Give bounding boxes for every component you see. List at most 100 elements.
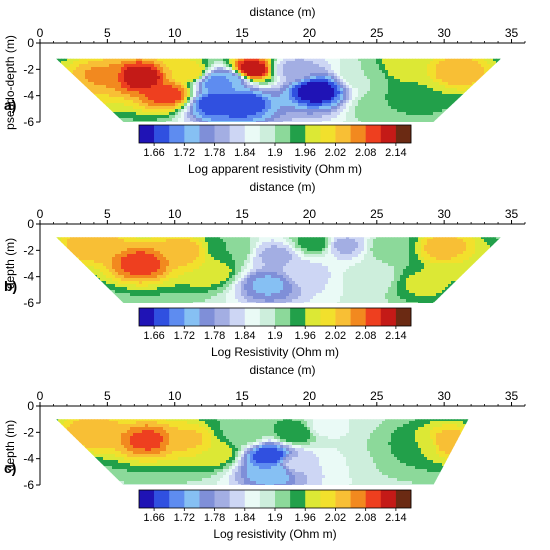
field-cell	[103, 55, 107, 59]
field-cell	[487, 94, 491, 98]
field-cell	[91, 302, 95, 306]
field-cell	[40, 76, 44, 80]
field-cell	[88, 49, 92, 53]
field-cell	[58, 76, 62, 80]
field-cell	[373, 46, 377, 50]
field-cell	[52, 293, 56, 297]
field-cell	[511, 55, 515, 59]
field-cell	[466, 49, 470, 53]
field-cell	[445, 115, 449, 119]
field-cell	[313, 52, 317, 56]
field-cell	[490, 67, 494, 71]
field-cell	[457, 115, 461, 119]
field-cell	[520, 70, 524, 74]
field-cell	[289, 55, 293, 59]
field-cell	[46, 266, 50, 270]
field-cell	[46, 290, 50, 294]
field-cell	[355, 46, 359, 50]
field-cell	[496, 61, 500, 65]
field-cell	[97, 118, 101, 122]
field-cell	[523, 118, 527, 122]
field-cell	[160, 52, 164, 56]
field-cell	[514, 46, 518, 50]
field-cell	[67, 284, 71, 288]
colorbar-tick-label: 1.66	[143, 147, 164, 159]
field-cell	[472, 97, 476, 101]
field-cell	[400, 55, 404, 59]
field-cell	[130, 55, 134, 59]
field-cell	[358, 46, 362, 50]
field-cell	[46, 269, 50, 273]
x-tick-label: 5	[104, 26, 111, 40]
field-cell	[385, 46, 389, 50]
field-cell	[172, 49, 176, 53]
field-cell	[46, 233, 50, 237]
field-cell	[259, 46, 263, 50]
field-cell	[70, 52, 74, 56]
field-cell	[265, 43, 269, 47]
field-cell	[82, 275, 86, 279]
field-cell	[82, 293, 86, 297]
field-cell	[79, 46, 83, 50]
field-cell	[70, 290, 74, 294]
field-cell	[496, 103, 500, 107]
field-cell	[364, 43, 368, 47]
field-cell	[40, 248, 44, 252]
field-cell	[517, 118, 521, 122]
field-cell	[121, 43, 125, 47]
field-cell	[43, 266, 47, 270]
field-cell	[511, 112, 515, 116]
field-cell	[445, 118, 449, 122]
field-cell	[145, 43, 149, 47]
field-cell	[124, 55, 128, 59]
field-cell	[100, 55, 104, 59]
field-cell	[61, 281, 65, 285]
field-cell	[499, 88, 503, 92]
field-cell	[379, 43, 383, 47]
field-cell	[511, 43, 515, 47]
field-cell	[79, 85, 83, 89]
field-cell	[511, 76, 515, 80]
field-cell	[67, 112, 71, 116]
colorbar-swatch	[320, 125, 335, 143]
field-cell	[52, 73, 56, 77]
field-cell	[91, 55, 95, 59]
field-cell	[94, 97, 98, 101]
field-cell	[58, 73, 62, 77]
field-cell	[40, 269, 44, 273]
field-cell	[49, 52, 53, 56]
field-cell	[61, 257, 65, 261]
field-cell	[46, 115, 50, 119]
field-cell	[478, 55, 482, 59]
colorbar-tick-label: 1.78	[204, 147, 225, 159]
field-cell	[64, 299, 68, 303]
field-cell	[442, 118, 446, 122]
field-cell	[55, 106, 59, 110]
field-cell	[304, 49, 308, 53]
field-cell	[70, 109, 74, 113]
field-cell	[493, 103, 497, 107]
field-cell	[64, 275, 68, 279]
field-cell	[499, 97, 503, 101]
field-cell	[67, 230, 71, 234]
field-cell	[211, 49, 215, 53]
field-cell	[79, 100, 83, 104]
field-cell	[499, 118, 503, 122]
field-cell	[91, 94, 95, 98]
field-cell	[76, 46, 80, 50]
field-cell	[493, 49, 497, 53]
field-cell	[46, 257, 50, 261]
field-cell	[91, 224, 95, 228]
field-cell	[76, 82, 80, 86]
field-cell	[55, 263, 59, 267]
field-cell	[457, 49, 461, 53]
field-cell	[49, 281, 53, 285]
field-cell	[109, 115, 113, 119]
field-cell	[244, 52, 248, 56]
field-cell	[517, 88, 521, 92]
field-cell	[352, 55, 356, 59]
field-cell	[463, 100, 467, 104]
field-cell	[505, 115, 509, 119]
field-cell	[70, 257, 74, 261]
field-cell	[424, 46, 428, 50]
